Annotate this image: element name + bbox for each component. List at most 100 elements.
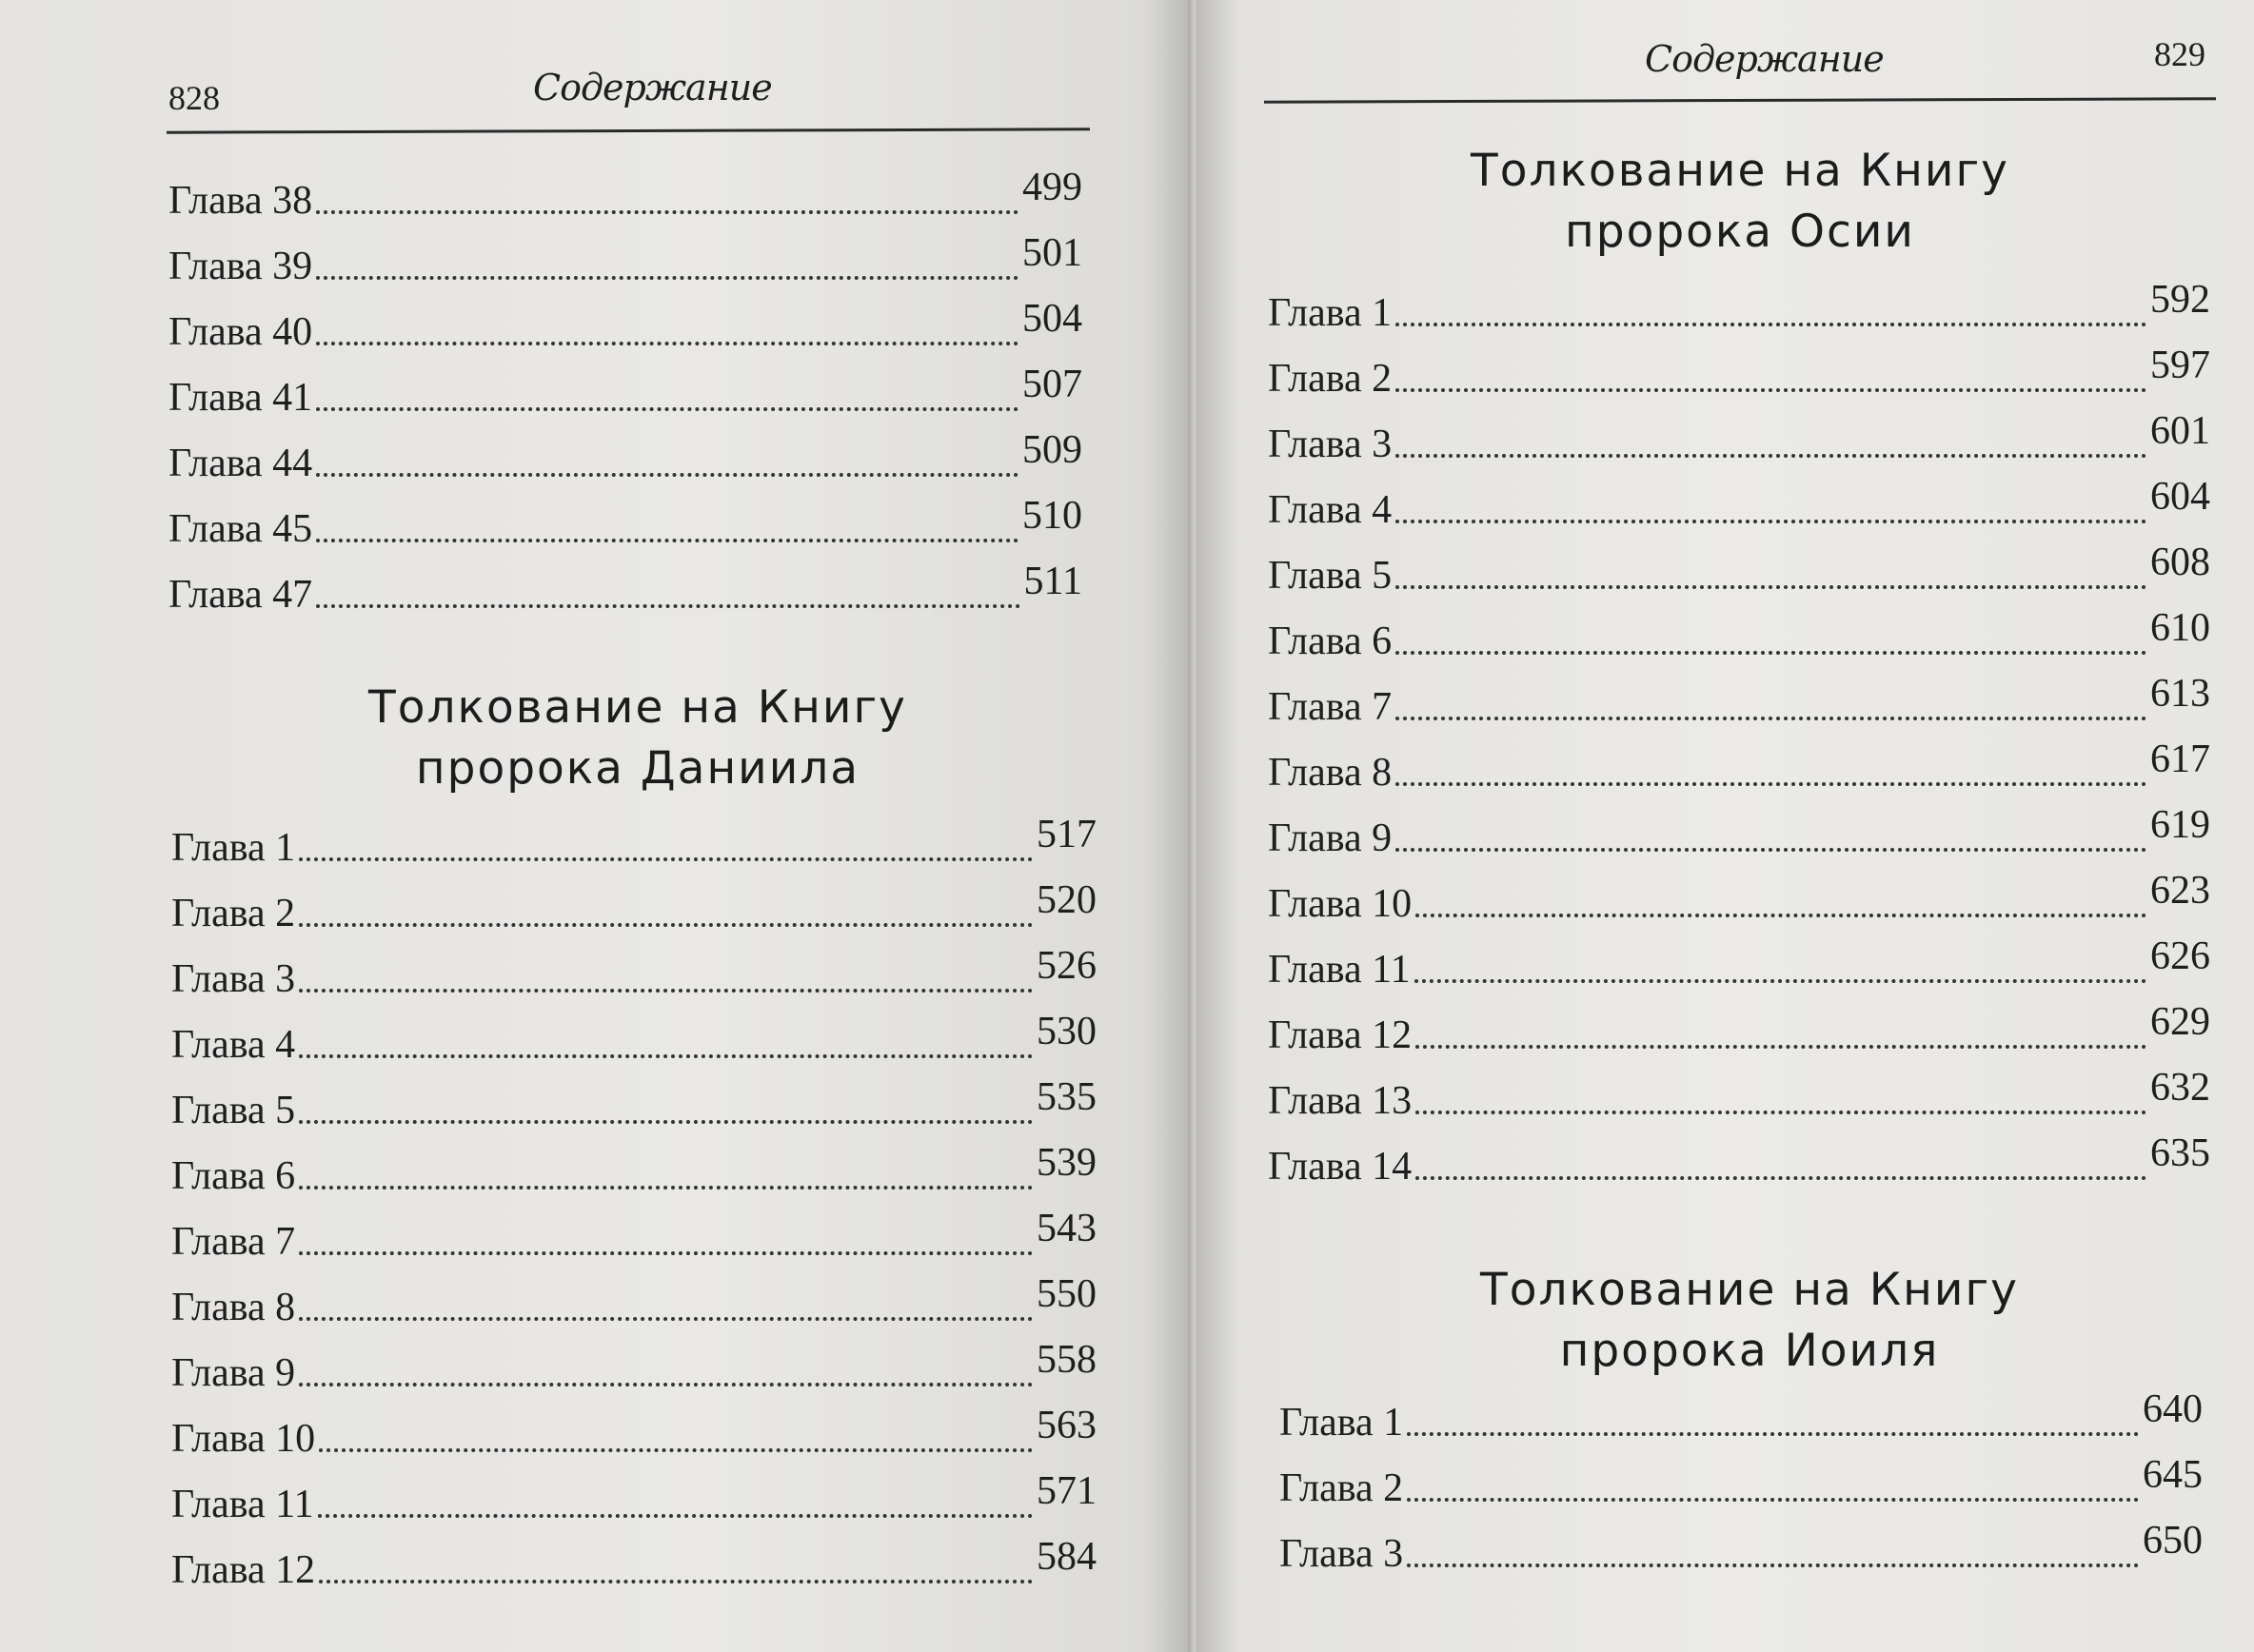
toc-entry: Глава 3 601 <box>1268 402 2210 467</box>
toc-entry: Глава 13 632 <box>1268 1058 2210 1124</box>
toc-entry: Глава 4 604 <box>1268 467 2210 533</box>
entry-page: 597 <box>2150 344 2210 387</box>
toc-entry: Глава 2 597 <box>1268 336 2210 402</box>
entry-page: 613 <box>2150 672 2210 716</box>
section-title-line: Толкование на Книгу <box>1480 1264 2019 1316</box>
toc-entry: Глава 12 629 <box>1268 993 2210 1058</box>
running-head: Содержание <box>533 67 773 108</box>
toc-entry: Глава 5 608 <box>1268 533 2210 599</box>
entry-label: Глава 3 <box>1268 423 1393 466</box>
section-heading: Толкование на Книгу пророка Иоиля <box>1274 1260 2225 1382</box>
dot-leader <box>299 857 1033 861</box>
entry-page: 504 <box>1022 297 1082 341</box>
entry-label: Глава 10 <box>1268 882 1413 926</box>
right-page: Содержание 829 Толкование на Книгу проро… <box>1197 0 2254 1652</box>
entry-page: 510 <box>1022 494 1082 538</box>
entry-label: Глава 7 <box>1268 685 1393 729</box>
toc-entry: Глава 5 535 <box>171 1068 1097 1133</box>
dot-leader <box>1414 979 2146 983</box>
entry-label: Глава 1 <box>1279 1401 1404 1445</box>
entry-label: Глава 1 <box>1268 291 1393 335</box>
dot-leader <box>1395 323 2146 326</box>
entry-label: Глава 5 <box>1268 554 1393 598</box>
dot-leader <box>1415 1176 2146 1180</box>
entry-page: 511 <box>1023 560 1082 603</box>
entry-page: 629 <box>2150 1000 2210 1044</box>
section-title-line: Толкование на Книгу <box>368 681 907 734</box>
dot-leader <box>1395 454 2146 458</box>
entry-page: 635 <box>2150 1131 2210 1175</box>
entry-page: 604 <box>2150 475 2210 519</box>
left-page: 828 Содержание Глава 38 499 Глава 39 501 Гла… <box>0 0 1192 1652</box>
toc-entry: Глава 14 635 <box>1268 1124 2210 1190</box>
dot-leader <box>1395 520 2146 523</box>
section-title-line: пророка Иоиля <box>1559 1325 1940 1377</box>
dot-leader <box>1395 848 2146 852</box>
entry-page: 539 <box>1037 1141 1097 1185</box>
section-heading: Толкование на Книгу пророка Даниила <box>171 678 1104 799</box>
toc-entry: Глава 12 584 <box>171 1527 1097 1593</box>
dot-leader <box>1395 782 2146 786</box>
toc-entry: Глава 10 623 <box>1268 861 2210 927</box>
entry-page: 640 <box>2143 1387 2203 1431</box>
toc-entry: Глава 4 530 <box>171 1002 1097 1068</box>
dot-leader <box>299 1383 1033 1386</box>
dot-leader <box>317 1514 1033 1518</box>
entry-label: Глава 7 <box>171 1220 296 1264</box>
dot-leader <box>316 407 1018 411</box>
section-title-line: Толкование на Книгу <box>1471 145 2009 197</box>
toc-entry: Глава 39 501 <box>168 224 1082 289</box>
dot-leader <box>319 1580 1033 1583</box>
entry-label: Глава 2 <box>171 892 296 935</box>
entry-page: 520 <box>1037 878 1097 922</box>
entry-label: Глава 3 <box>1279 1532 1404 1576</box>
toc-list: Глава 38 499 Глава 39 501 Глава 40 504 Глава 4… <box>168 158 1082 618</box>
entry-page: 563 <box>1037 1404 1097 1447</box>
dot-leader <box>1395 717 2146 720</box>
toc-entry: Глава 3 650 <box>1279 1511 2203 1577</box>
entry-page: 619 <box>2150 803 2210 847</box>
header-rule <box>1263 97 2217 104</box>
entry-page: 645 <box>2143 1453 2203 1497</box>
entry-label: Глава 44 <box>168 442 313 485</box>
entry-page: 499 <box>1022 166 1082 209</box>
toc-entry: Глава 47 511 <box>168 552 1082 618</box>
entry-label: Глава 2 <box>1268 357 1393 401</box>
toc-list: Глава 1 517 Глава 2 520 Глава 3 526 Глава 4 530… <box>171 805 1097 1593</box>
entry-page: 509 <box>1022 428 1082 472</box>
entry-page: 623 <box>2150 869 2210 913</box>
toc-entry: Глава 2 520 <box>171 871 1097 936</box>
entry-page: 530 <box>1037 1010 1097 1053</box>
entry-label: Глава 10 <box>171 1417 316 1461</box>
entry-label: Глава 41 <box>168 376 313 420</box>
dot-leader <box>299 1120 1033 1124</box>
entry-page: 601 <box>2150 409 2210 453</box>
toc-entry: Глава 7 613 <box>1268 664 2210 730</box>
entry-label: Глава 8 <box>171 1286 296 1329</box>
entry-label: Глава 1 <box>171 826 296 870</box>
entry-label: Глава 38 <box>168 179 313 223</box>
entry-label: Глава 14 <box>1268 1145 1413 1189</box>
toc-entry: Глава 11 571 <box>171 1462 1097 1527</box>
toc-entry: Глава 41 507 <box>168 355 1082 421</box>
entry-page: 608 <box>2150 541 2210 584</box>
dot-leader <box>299 1054 1033 1058</box>
toc-entry: Глава 2 645 <box>1279 1446 2203 1511</box>
entry-page: 592 <box>2150 278 2210 322</box>
dot-leader <box>316 539 1018 542</box>
toc-entry: Глава 6 610 <box>1268 599 2210 664</box>
toc-entry: Глава 8 617 <box>1268 730 2210 796</box>
running-head: Содержание <box>1645 38 1885 80</box>
dot-leader <box>316 210 1018 214</box>
entry-page: 543 <box>1037 1207 1097 1250</box>
toc-list: Глава 1 640 Глава 2 645 Глава 3 650 <box>1279 1380 2203 1577</box>
entry-page: 558 <box>1037 1338 1097 1382</box>
dot-leader <box>1415 1111 2146 1114</box>
entry-page: 501 <box>1022 231 1082 275</box>
toc-entry: Глава 7 543 <box>171 1199 1097 1265</box>
dot-leader <box>1395 651 2146 655</box>
entry-label: Глава 4 <box>171 1023 296 1067</box>
entry-label: Глава 45 <box>168 507 313 551</box>
dot-leader <box>299 989 1033 993</box>
dot-leader <box>1415 1045 2146 1049</box>
